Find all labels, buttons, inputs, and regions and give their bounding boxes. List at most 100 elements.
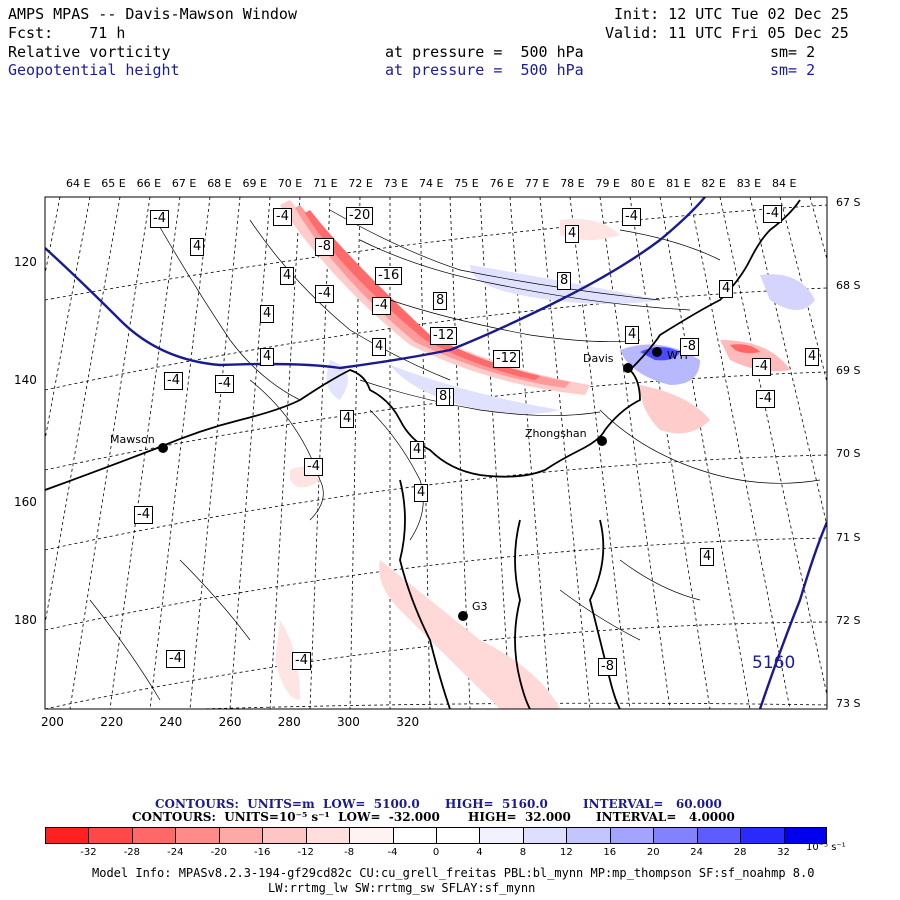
longitude-label: 72 E xyxy=(348,177,373,190)
model-info: Model Info: MPASv8.2.3-194-gf29cd82c CU:… xyxy=(92,866,815,880)
vorticity-value-label: -8 xyxy=(315,238,334,256)
vorticity-value-label: 4 xyxy=(414,484,429,502)
mawson-label: Mawson xyxy=(110,433,155,446)
vorticity-value-label: -4 xyxy=(215,375,234,393)
vorticity-value-label: -16 xyxy=(375,267,403,285)
longitude-label: 64 E xyxy=(66,177,91,190)
vorticity-value-label: -4 xyxy=(622,208,641,226)
colorbar-swatch xyxy=(392,827,436,844)
field1-smoothing: sm= 2 xyxy=(770,43,816,61)
davis-marker xyxy=(623,363,633,373)
field2-level: at pressure = 500 hPa xyxy=(385,61,584,79)
vorticity-value-label: 4 xyxy=(260,348,275,366)
left-tick-label: 140 xyxy=(14,373,37,387)
g3-label: G3 xyxy=(472,600,488,613)
valid-time: Valid: 11 UTC Fri 05 Dec 25 xyxy=(605,24,849,42)
vorticity-value-label: 8 xyxy=(436,388,451,406)
vorticity-value-label: 4 xyxy=(719,280,734,298)
vorticity-value-label: -4 xyxy=(150,210,169,228)
bottom-tick-label: 220 xyxy=(100,715,124,729)
longitude-label: 76 E xyxy=(489,177,515,190)
colorbar-swatch xyxy=(131,827,176,844)
vorticity-value-label: -8 xyxy=(680,338,699,356)
vorticity-value-label: 4 xyxy=(805,348,820,366)
vorticity-value-label: -4 xyxy=(752,358,771,376)
longitude-label: 68 E xyxy=(207,177,232,190)
vorticity-value-label: -4 xyxy=(164,372,183,390)
vorticity-value-label: -4 xyxy=(134,506,153,524)
colorbar-swatch xyxy=(305,827,350,844)
colorbar-swatch xyxy=(88,827,132,844)
longitude-label: 80 E xyxy=(630,177,656,190)
field1-level: at pressure = 500 hPa xyxy=(385,43,584,61)
colorbar-swatch xyxy=(479,827,523,844)
vorticity-value-label: -4 xyxy=(763,205,782,223)
colorbar-swatch xyxy=(218,827,263,844)
vorticity-value-label: -4 xyxy=(292,652,311,670)
map-frame-border xyxy=(44,196,828,710)
colorbar-swatch xyxy=(740,827,784,844)
colorbar-swatch xyxy=(609,827,654,844)
vorticity-value-label: -4 xyxy=(273,208,292,226)
forecast-hour: Fcst: 71 h xyxy=(8,24,126,42)
g3-marker xyxy=(458,611,468,621)
colorbar-tick-label: -4 xyxy=(387,847,398,858)
longitude-label: 83 E xyxy=(736,177,762,190)
colorbar-tick-label: -24 xyxy=(167,847,184,858)
left-tick-label: 180 xyxy=(14,613,37,627)
davis-label: Davis xyxy=(583,352,614,365)
longitude-label: 75 E xyxy=(454,177,479,190)
colorbar-swatch xyxy=(262,827,306,844)
vorticity-value-label: 8 xyxy=(557,272,572,290)
longitude-label: 71 E xyxy=(313,177,338,190)
vorticity-value-label: -4 xyxy=(166,650,185,668)
colorbar-tick-label: -16 xyxy=(254,847,271,858)
colorbar-tick-label: 24 xyxy=(690,847,704,858)
colorbar-tick-label: 12 xyxy=(559,847,573,858)
colorbar-tick-label: -12 xyxy=(297,847,314,858)
vorticity-value-label: 4 xyxy=(700,548,715,566)
legend-vort-interval: INTERVAL= 4.0000 xyxy=(596,810,735,824)
field2-smoothing: sm= 2 xyxy=(770,61,816,79)
station-markers xyxy=(158,347,662,621)
colorbar-tick-label: -32 xyxy=(80,847,97,858)
colorbar-swatch xyxy=(349,827,393,844)
colorbar-tick-label: 8 xyxy=(519,847,527,858)
longitude-label: 81 E xyxy=(666,177,691,190)
legend-height-high: HIGH= 5160.0 xyxy=(445,797,548,811)
colorbar-tick-label: 0 xyxy=(432,847,440,858)
colorbar-swatch xyxy=(436,827,480,844)
bottom-tick-label: 260 xyxy=(218,715,242,729)
coastline xyxy=(45,199,801,709)
colorbar-swatch xyxy=(45,827,89,844)
legend-vort-high: HIGH= 32.000 xyxy=(468,810,571,824)
longitude-label: 70 E xyxy=(277,177,303,190)
latitude-label: 68 S xyxy=(836,279,861,292)
field1-name: Relative vorticity xyxy=(8,43,171,61)
vorticity-value-label: 4 xyxy=(280,267,295,285)
init-time: Init: 12 UTC Tue 02 Dec 25 xyxy=(614,5,849,23)
bottom-tick-label: 320 xyxy=(396,715,420,729)
vorticity-value-label: 4 xyxy=(410,441,425,459)
bottom-tick-label: 300 xyxy=(337,715,360,729)
legend-vort-units: CONTOURS: UNITS=10⁻⁵ s⁻¹ LOW= -32.000 xyxy=(132,810,440,824)
vorticity-value-label: 4 xyxy=(340,410,355,428)
zhongshan-marker xyxy=(597,436,607,446)
colorbar-tick-label: 20 xyxy=(646,847,660,858)
colorbar-tick-label: 32 xyxy=(777,847,790,858)
longitude-label: 73 E xyxy=(383,177,409,190)
height-contour-label: 5160 xyxy=(752,653,796,673)
vorticity-value-label: 4 xyxy=(190,238,205,256)
field2-name: Geopotential height xyxy=(8,61,180,79)
latitude-label: 67 S xyxy=(836,196,861,209)
latitude-label: 72 S xyxy=(836,614,861,627)
longitude-label: 78 E xyxy=(560,177,585,190)
vorticity-value-label: -4 xyxy=(372,297,391,315)
bottom-tick-label: 280 xyxy=(277,715,301,729)
longitude-label: 82 E xyxy=(701,177,726,190)
zhongshan-label: Zhongshan xyxy=(525,427,587,440)
colorbar-swatch xyxy=(783,827,827,844)
vorticity-value-label: -20 xyxy=(346,207,374,225)
longitude-label: 66 E xyxy=(136,177,162,190)
model-info-physics: LW:rrtmg_lw SW:rrtmg_sw SFLAY:sf_mynn xyxy=(268,881,536,895)
